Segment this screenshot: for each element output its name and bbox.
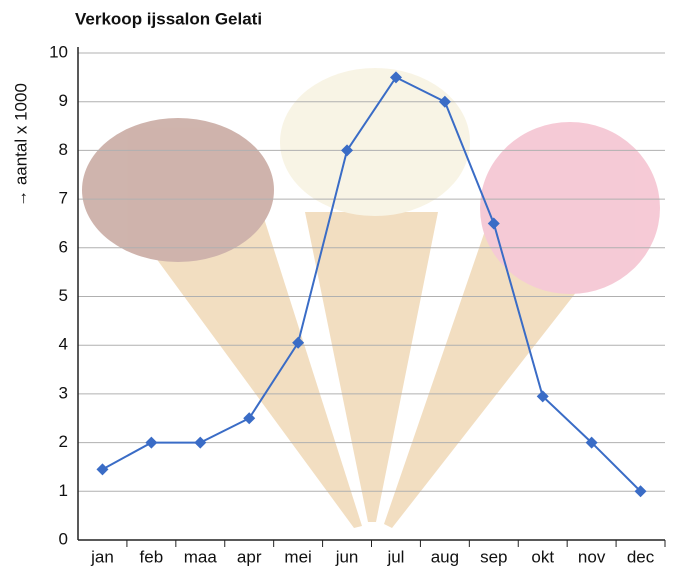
y-tick-label: 2 xyxy=(59,432,68,451)
x-tick-label: jun xyxy=(335,547,359,566)
y-tick-label: 0 xyxy=(59,529,68,548)
chart-title: Verkoop ijssalon Gelati xyxy=(75,9,262,28)
y-axis-label: → aantal x 1000 xyxy=(11,83,30,207)
data-point xyxy=(145,437,157,449)
y-tick-label: 7 xyxy=(59,189,68,208)
x-tick-label: apr xyxy=(237,547,262,566)
x-tick-label: dec xyxy=(627,547,655,566)
data-point xyxy=(96,463,108,475)
y-tick-label: 8 xyxy=(59,140,68,159)
x-tick-label: okt xyxy=(531,547,554,566)
chart: Verkoop ijssalon Gelati → aantal x 1000 … xyxy=(0,0,675,573)
y-tick-label: 1 xyxy=(59,481,68,500)
data-point xyxy=(194,437,206,449)
scoop xyxy=(82,118,274,262)
x-tick-label: aug xyxy=(431,547,459,566)
data-point xyxy=(243,412,255,424)
x-tick-label: jul xyxy=(386,547,404,566)
y-tick-label: 3 xyxy=(59,383,68,402)
x-tick-label: mei xyxy=(284,547,311,566)
scoop xyxy=(280,68,470,216)
y-tick-label: 10 xyxy=(49,42,68,61)
x-tick-label: sep xyxy=(480,547,507,566)
x-tick-label: jan xyxy=(90,547,114,566)
y-tick-label: 9 xyxy=(59,91,68,110)
ice-cream-background xyxy=(82,68,660,528)
x-tick-label: nov xyxy=(578,547,606,566)
x-tick-label: maa xyxy=(184,547,218,566)
y-tick-label: 4 xyxy=(59,335,68,354)
y-tick-label: 6 xyxy=(59,237,68,256)
x-tick-label: feb xyxy=(140,547,164,566)
y-tick-label: 5 xyxy=(59,286,68,305)
